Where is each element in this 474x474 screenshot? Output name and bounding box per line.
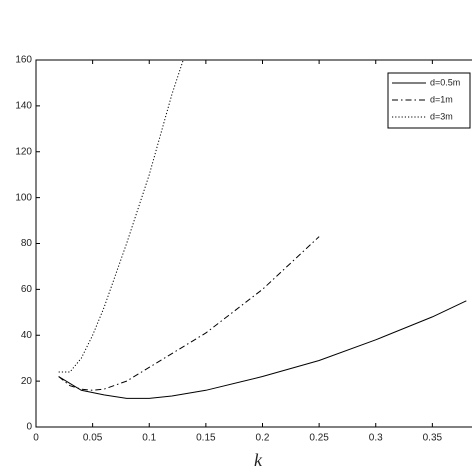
y-tick-label: 80 xyxy=(21,238,33,249)
legend-label: d=0.5m xyxy=(430,77,460,87)
x-tick-label: 0.25 xyxy=(309,433,329,444)
y-tick-label: 60 xyxy=(21,284,33,295)
y-tick-label: 100 xyxy=(15,192,32,203)
y-tick-label: 40 xyxy=(21,330,33,341)
x-tick-label: 0.35 xyxy=(423,433,443,444)
series-line xyxy=(58,300,467,399)
x-tick-label: 0.2 xyxy=(256,433,270,444)
x-tick-label: 0.3 xyxy=(369,433,383,444)
legend-label: d=3m xyxy=(430,111,453,121)
y-tick-label: 140 xyxy=(15,101,32,112)
y-tick-label: 120 xyxy=(15,146,32,157)
legend-label: d=1m xyxy=(430,94,453,104)
x-tick-label: 0.1 xyxy=(142,433,156,444)
y-tick-label: 160 xyxy=(15,55,32,66)
series-line xyxy=(58,59,184,373)
y-tick-label: 20 xyxy=(21,376,33,387)
y-tick-label: 0 xyxy=(26,422,32,433)
x-tick-label: 0.15 xyxy=(196,433,216,444)
x-tick-label: 0 xyxy=(33,433,39,444)
x-axis-label: k xyxy=(254,450,263,470)
x-tick-label: 0.05 xyxy=(83,433,103,444)
series-line xyxy=(58,236,320,391)
